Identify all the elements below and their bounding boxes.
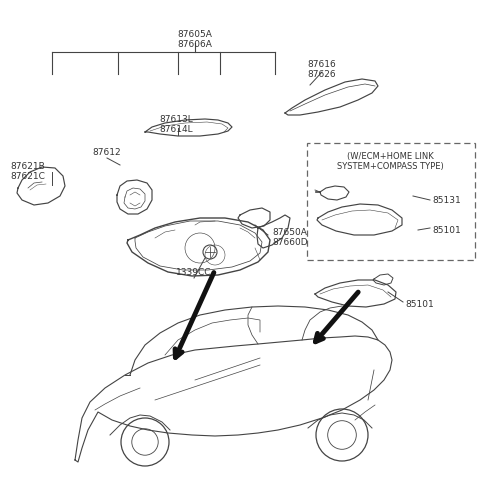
Text: 87613L
87614L: 87613L 87614L (159, 115, 193, 134)
Text: 87650A
87660D: 87650A 87660D (272, 228, 308, 247)
Text: 85101: 85101 (405, 300, 434, 309)
Text: 87612: 87612 (93, 148, 121, 157)
Text: 85131: 85131 (432, 196, 461, 205)
Text: 1339CC: 1339CC (176, 268, 212, 277)
Text: 87621B
87621C: 87621B 87621C (11, 162, 46, 182)
Text: 85101: 85101 (432, 226, 461, 235)
Text: (W/ECM+HOME LINK
SYSTEM+COMPASS TYPE): (W/ECM+HOME LINK SYSTEM+COMPASS TYPE) (336, 152, 444, 171)
Text: 87605A
87606A: 87605A 87606A (178, 30, 213, 49)
Text: 87616
87626: 87616 87626 (308, 60, 336, 80)
